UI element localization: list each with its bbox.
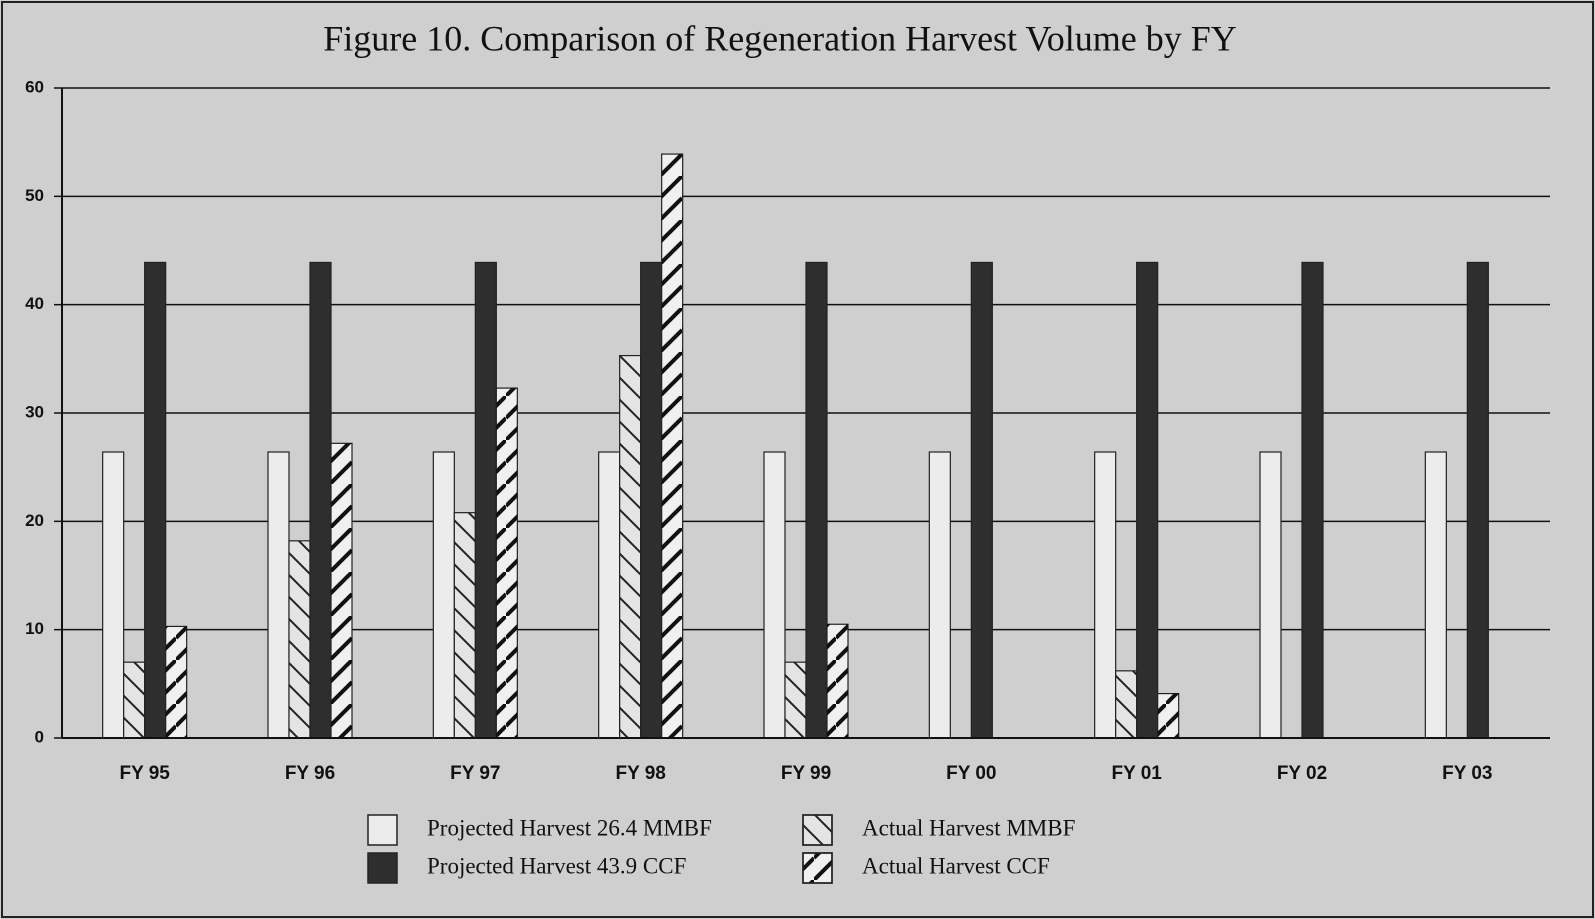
- y-tick-label: 60: [25, 77, 44, 96]
- bar-hatch: [165, 626, 187, 738]
- bar: [432, 451, 455, 739]
- x-tick-label: FY 95: [119, 763, 170, 784]
- legend-hatch: [802, 852, 833, 884]
- bar: [1424, 451, 1447, 739]
- bar: [1094, 451, 1117, 739]
- bar: [1301, 261, 1324, 739]
- bar-hatch: [123, 662, 145, 738]
- legend-label: Projected Harvest 26.4 MMBF: [427, 815, 712, 840]
- bar: [1136, 261, 1159, 739]
- bar-hatch: [785, 662, 806, 738]
- y-tick-label: 50: [25, 186, 44, 205]
- x-tick-label: FY 98: [615, 763, 665, 784]
- bar-hatch: [496, 388, 518, 738]
- y-tick-label: 10: [25, 619, 44, 638]
- x-tick-label: FY 03: [1442, 763, 1492, 784]
- x-tick-label: FY 01: [1111, 763, 1162, 784]
- bar: [102, 451, 125, 739]
- bar-hatch: [331, 443, 352, 738]
- x-tick-label: FY 02: [1277, 763, 1327, 784]
- chart-title: Figure 10. Comparison of Regeneration Ha…: [323, 18, 1237, 58]
- bar: [598, 451, 621, 739]
- bar: [309, 261, 332, 739]
- bar: [640, 261, 663, 739]
- y-tick-label: 20: [25, 511, 44, 530]
- bar-hatch: [1115, 670, 1137, 738]
- bar-hatch: [827, 624, 848, 738]
- bar-hatch: [454, 512, 476, 738]
- bar-hatch: [1157, 693, 1179, 738]
- x-tick-label: FY 97: [450, 763, 500, 784]
- x-tick-label: FY 00: [946, 763, 996, 784]
- y-tick-label: 40: [25, 294, 44, 313]
- bar: [1259, 451, 1282, 739]
- legend-hatch: [802, 814, 833, 846]
- legend-swatch: [367, 852, 398, 884]
- bar: [144, 261, 167, 739]
- bar: [474, 261, 497, 739]
- x-tick-label: FY 99: [781, 763, 831, 784]
- y-tick-label: 0: [35, 727, 44, 746]
- bar: [1466, 261, 1489, 739]
- legend-label: Actual Harvest MMBF: [862, 815, 1075, 840]
- legend-swatch: [367, 814, 398, 846]
- legend-label: Projected Harvest 43.9 CCF: [427, 853, 686, 878]
- y-tick-label: 30: [25, 402, 44, 421]
- bar: [970, 261, 993, 739]
- legend-label: Actual Harvest CCF: [862, 853, 1050, 878]
- x-tick-label: FY 96: [285, 763, 335, 784]
- bar: [805, 261, 828, 739]
- bar: [928, 451, 951, 739]
- bar: [763, 451, 786, 739]
- bar-hatch: [619, 355, 641, 738]
- bar: [267, 451, 290, 739]
- bar-hatch: [661, 154, 683, 739]
- bar-hatch: [289, 540, 310, 738]
